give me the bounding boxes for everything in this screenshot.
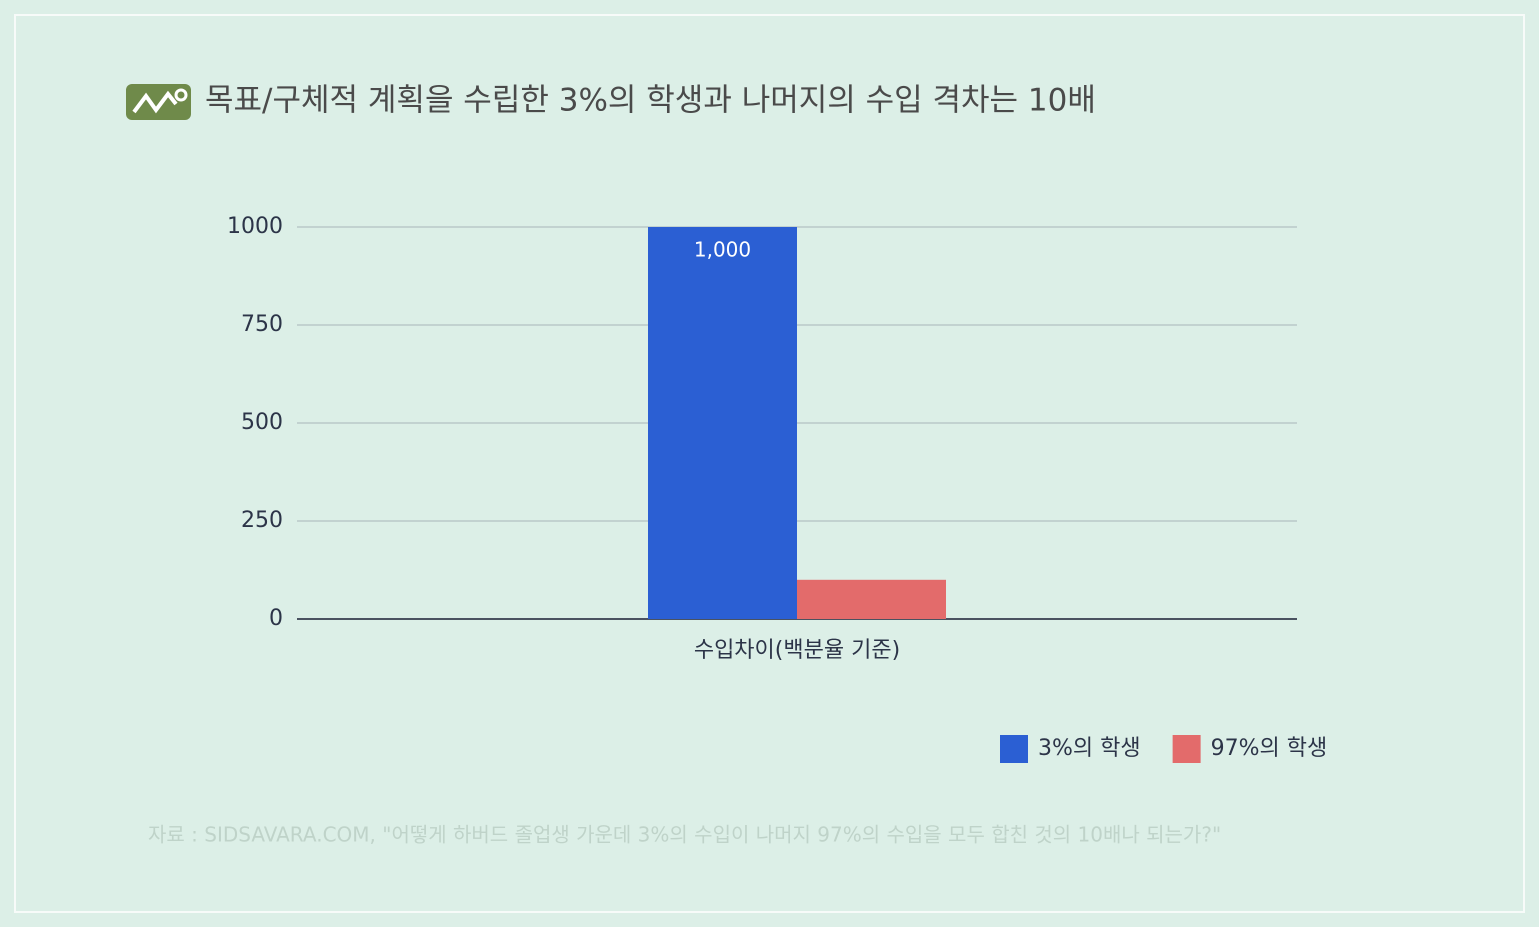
legend-label: 3%의 학생 [1038, 736, 1141, 761]
y-tick-label: 1000 [227, 214, 283, 239]
bar [797, 579, 946, 619]
y-tick-label: 750 [241, 312, 283, 337]
frame [14, 14, 1525, 913]
bar [648, 227, 797, 619]
legend-label: 97%의 학생 [1211, 736, 1328, 761]
chart-title: 목표/구체적 계획을 수립한 3%의 학생과 나머지의 수입 격차는 10배 [205, 83, 1096, 119]
x-tick-label: 수입차이(백분율 기준) [694, 638, 900, 663]
legend-swatch [1172, 735, 1201, 763]
value-label: 1,000 [694, 238, 751, 262]
y-tick-label: 0 [269, 606, 283, 631]
legend-swatch [1000, 735, 1028, 763]
y-tick-label: 250 [241, 508, 283, 533]
title-icon [126, 84, 191, 120]
source-note: 자료 : SIDSAVARA.COM, "어떻게 하버드 졸업생 가운데 3%의… [148, 823, 1221, 847]
y-tick-label: 500 [241, 410, 283, 435]
